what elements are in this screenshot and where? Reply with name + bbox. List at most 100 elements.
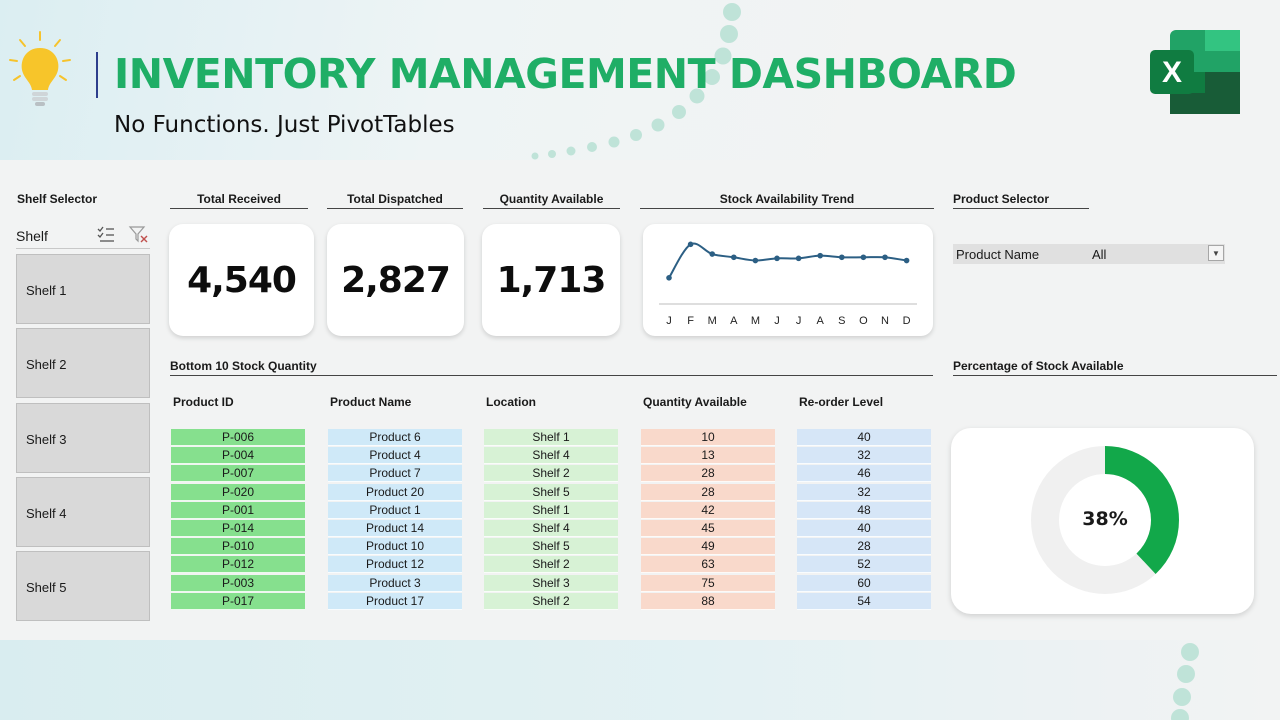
- table-cell: 75: [641, 574, 775, 592]
- excel-logo-letter: X: [1162, 56, 1182, 89]
- table-cell: 52: [797, 556, 931, 574]
- table-cell: 13: [641, 447, 775, 465]
- trend-tick-label: J: [774, 315, 780, 327]
- trend-tick-label: M: [751, 315, 760, 327]
- column-header: Location: [486, 395, 536, 409]
- column-header: Product Name: [330, 395, 412, 409]
- shelf-button-label: Shelf 2: [26, 357, 67, 372]
- kpi-value-available: 1,713: [496, 259, 607, 301]
- trend-tick-label: A: [730, 315, 738, 327]
- shelf-button-label: Shelf 4: [26, 506, 67, 521]
- table-cell: 40: [797, 520, 931, 537]
- column-header: Quantity Available: [643, 395, 747, 409]
- shelf-4-button[interactable]: Shelf 4: [16, 477, 150, 547]
- table-cell: Product 7: [328, 465, 462, 483]
- table-cell: 49: [641, 538, 775, 556]
- table-cell: Shelf 1: [484, 429, 618, 446]
- trend-tick-label: J: [666, 315, 672, 327]
- trend-point: [666, 275, 672, 281]
- column-header: Product ID: [173, 395, 234, 409]
- shelf-5-button[interactable]: Shelf 5: [16, 551, 150, 621]
- trend-tick-label: A: [817, 315, 825, 327]
- page-subtitle: No Functions. Just PivotTables: [114, 112, 455, 138]
- table-cell: Shelf 5: [484, 483, 618, 501]
- table-cell: Product 12: [328, 556, 462, 574]
- table-cell: P-006: [171, 429, 305, 446]
- trend-tick-label: S: [838, 315, 845, 327]
- trend-point: [774, 255, 780, 262]
- table-cell: Shelf 2: [484, 556, 618, 574]
- table-cell: 28: [641, 483, 775, 501]
- product-name-value: All: [1092, 247, 1107, 262]
- kpi-title-dispatched: Total Dispatched: [327, 192, 463, 209]
- clear-filter-icon[interactable]: [128, 224, 148, 244]
- table-cell: Shelf 5: [484, 538, 618, 556]
- table-cell: P-020: [171, 483, 305, 501]
- header-divider: [96, 52, 98, 98]
- shelf-button-label: Shelf 5: [26, 580, 67, 595]
- multi-select-icon[interactable]: [96, 224, 116, 244]
- kpi-card-received: 4,540: [169, 224, 314, 336]
- table-cell: P-004: [171, 447, 305, 465]
- table-cell: P-010: [171, 538, 305, 556]
- trend-tick-label: N: [881, 315, 889, 327]
- dropdown-arrow-icon[interactable]: ▼: [1208, 245, 1224, 261]
- table-cell: Product 17: [328, 592, 462, 610]
- kpi-title-available: Quantity Available: [483, 192, 620, 209]
- shelf-1-button[interactable]: Shelf 1: [16, 254, 150, 324]
- table-cell: Product 6: [328, 429, 462, 446]
- table-cell: 32: [797, 483, 931, 501]
- percentage-label: 38%: [1082, 508, 1128, 530]
- table-cell: 42: [641, 501, 775, 519]
- table-cell: Shelf 3: [484, 574, 618, 592]
- trend-title: Stock Availability Trend: [640, 192, 934, 209]
- shelf-button-label: Shelf 3: [26, 432, 67, 447]
- table-cell: 48: [797, 501, 931, 519]
- table-cell: 40: [797, 429, 931, 446]
- table-cell: Product 1: [328, 501, 462, 519]
- table-cell: 54: [797, 592, 931, 610]
- table-cell: 60: [797, 574, 931, 592]
- kpi-value-received: 4,540: [187, 259, 297, 301]
- shelf-slicer-header: Shelf: [16, 222, 150, 249]
- kpi-card-dispatched: 2,827: [327, 224, 464, 336]
- table-cell: Product 10: [328, 538, 462, 556]
- product-selector-field[interactable]: Product Name All ▼: [953, 244, 1225, 264]
- trend-point: [752, 257, 759, 264]
- shelf-slicer-title: Shelf Selector: [17, 192, 98, 206]
- trend-point: [860, 254, 867, 261]
- kpi-title-received: Total Received: [170, 192, 308, 209]
- table-cell: 63: [641, 556, 775, 574]
- product-name-label: Product Name: [956, 247, 1040, 262]
- trend-tick-label: J: [796, 315, 802, 327]
- trend-tick-label: O: [859, 315, 868, 327]
- table-cell: Product 14: [328, 520, 462, 537]
- excel-logo-icon: X: [1150, 30, 1240, 114]
- table-cell: Product 4: [328, 447, 462, 465]
- shelf-2-button[interactable]: Shelf 2: [16, 328, 150, 398]
- table-cell: 88: [641, 592, 775, 610]
- trend-series-line: [668, 242, 907, 279]
- kpi-card-available: 1,713: [482, 224, 620, 336]
- shelf-3-button[interactable]: Shelf 3: [16, 403, 150, 473]
- shelf-button-label: Shelf 1: [26, 283, 67, 298]
- table-cell: 10: [641, 429, 775, 446]
- product-selector-title: Product Selector: [953, 192, 1089, 209]
- table-cell: 45: [641, 520, 775, 537]
- trend-tick-label: F: [687, 315, 694, 327]
- footer-background: [0, 640, 1280, 720]
- percentage-title: Percentage of Stock Available: [953, 359, 1277, 376]
- lightbulb-icon: [9, 31, 71, 106]
- table-cell: Shelf 2: [484, 465, 618, 483]
- column-header: Re-order Level: [799, 395, 884, 409]
- table-cell: 28: [797, 538, 931, 556]
- table-cell: Shelf 4: [484, 447, 618, 465]
- table-cell: Shelf 4: [484, 520, 618, 537]
- table-cell: P-001: [171, 501, 305, 519]
- trend-point: [795, 255, 802, 262]
- table-cell: 46: [797, 465, 931, 483]
- table-cell: P-017: [171, 592, 305, 610]
- table-cell: Product 3: [328, 574, 462, 592]
- trend-point: [817, 252, 823, 259]
